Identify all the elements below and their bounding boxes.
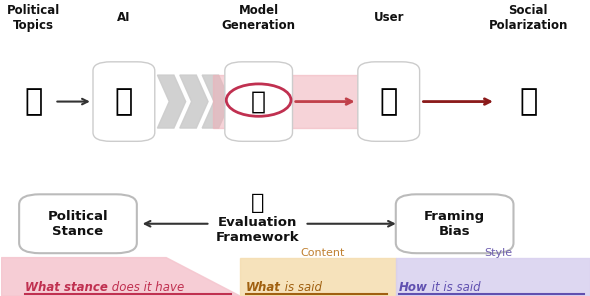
Text: 📄: 📄 — [251, 90, 266, 114]
Text: 🔥: 🔥 — [519, 87, 537, 116]
Text: How: How — [399, 281, 428, 294]
Text: User: User — [373, 11, 404, 24]
FancyBboxPatch shape — [358, 62, 419, 141]
Polygon shape — [202, 75, 231, 128]
Polygon shape — [214, 75, 358, 128]
Text: Political
Stance: Political Stance — [48, 210, 109, 238]
Polygon shape — [396, 258, 590, 296]
FancyBboxPatch shape — [225, 62, 293, 141]
Text: Model
Generation: Model Generation — [222, 4, 296, 32]
Text: 🌍: 🌍 — [25, 87, 43, 116]
Text: What: What — [245, 281, 281, 294]
Text: Content: Content — [300, 248, 345, 258]
Text: Evaluation
Framework: Evaluation Framework — [216, 216, 299, 244]
Text: is said: is said — [280, 281, 322, 294]
Polygon shape — [240, 258, 396, 296]
Text: 🦉: 🦉 — [379, 87, 398, 116]
Text: Style: Style — [485, 248, 513, 258]
Text: 🤖: 🤖 — [115, 87, 133, 116]
Polygon shape — [158, 75, 186, 128]
Text: 🔍: 🔍 — [251, 193, 264, 213]
Polygon shape — [180, 75, 208, 128]
Text: What stance: What stance — [25, 281, 108, 294]
Text: Social
Polarization: Social Polarization — [489, 4, 568, 32]
FancyBboxPatch shape — [19, 194, 137, 253]
Text: it is said: it is said — [428, 281, 480, 294]
Text: AI: AI — [117, 11, 130, 24]
Text: Political
Topics: Political Topics — [7, 4, 60, 32]
Text: Framing
Bias: Framing Bias — [424, 210, 485, 238]
Text: does it have: does it have — [108, 281, 184, 294]
FancyBboxPatch shape — [93, 62, 155, 141]
FancyBboxPatch shape — [396, 194, 513, 253]
Polygon shape — [2, 258, 240, 296]
